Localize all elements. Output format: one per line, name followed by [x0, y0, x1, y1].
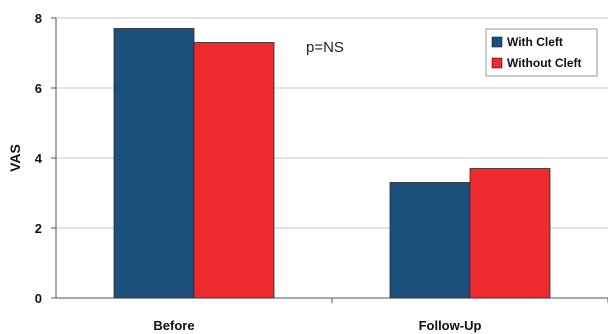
y-tick-label: 8 — [35, 11, 42, 26]
bar-with-cleft-before — [113, 28, 195, 299]
legend-swatch-with-cleft — [491, 36, 503, 48]
legend-swatch-without-cleft — [491, 57, 503, 69]
bar-with-cleft-follow-up — [389, 182, 471, 299]
y-tick-label: 0 — [35, 291, 42, 306]
legend-label-without-cleft: Without Cleft — [507, 56, 582, 70]
y-tick-label: 2 — [35, 221, 42, 236]
plot-area: 0 2 4 6 8 Before Follow-Up — [35, 11, 608, 333]
bar-without-cleft-before — [193, 42, 275, 299]
y-axis-title: VAS — [7, 144, 23, 172]
annotation-pvalue: p=NS — [306, 39, 344, 56]
x-category-label: Before — [153, 318, 194, 333]
legend: With Cleft Without Cleft — [485, 28, 598, 77]
legend-label-with-cleft: With Cleft — [507, 35, 563, 49]
legend-frame — [485, 28, 598, 77]
x-category-label: Follow-Up — [419, 318, 482, 333]
bar-without-cleft-follow-up — [469, 168, 551, 299]
y-tick-label: 6 — [35, 81, 42, 96]
y-tick-label: 4 — [35, 151, 43, 166]
